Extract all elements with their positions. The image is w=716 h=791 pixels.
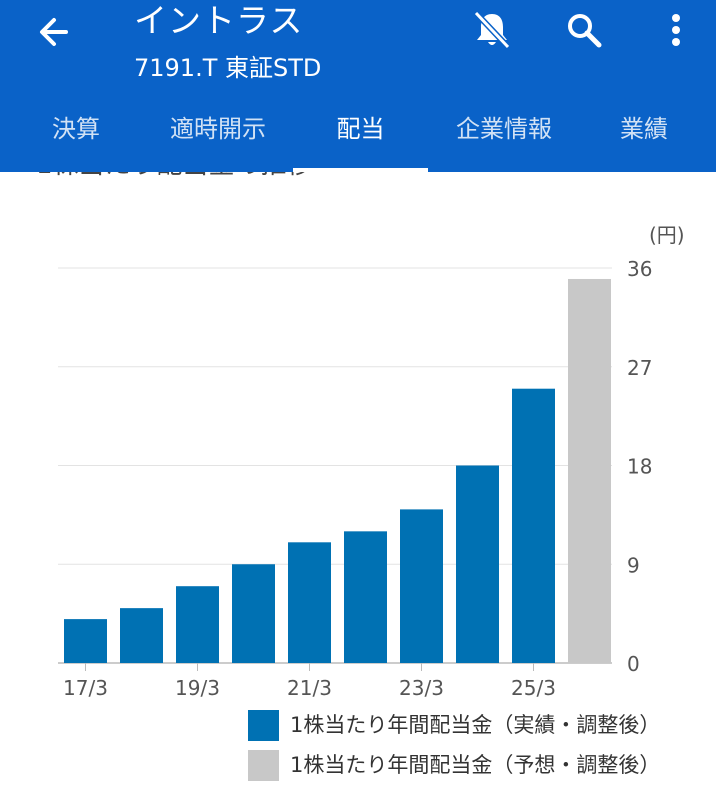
bar-actual bbox=[512, 388, 555, 663]
x-tick-label: 25/3 bbox=[511, 676, 556, 700]
active-tab-indicator bbox=[293, 168, 428, 172]
x-tick-label: 19/3 bbox=[175, 676, 220, 700]
tab-dividend[interactable]: 配当 bbox=[336, 115, 385, 143]
bell-off-icon bbox=[473, 10, 511, 50]
tab-performance[interactable]: 業績 bbox=[620, 115, 668, 143]
bar-actual bbox=[400, 509, 443, 663]
notification-toggle-button[interactable] bbox=[470, 8, 514, 52]
more-options-button[interactable] bbox=[654, 8, 698, 52]
tab-disclosure[interactable]: 適時開示 bbox=[170, 115, 266, 143]
bar-actual bbox=[176, 586, 219, 663]
back-button[interactable] bbox=[34, 12, 74, 52]
company-name: イントラス bbox=[134, 1, 304, 40]
search-icon bbox=[568, 14, 602, 48]
search-button[interactable] bbox=[562, 8, 606, 52]
y-unit-label: (円) bbox=[649, 223, 685, 247]
bar-actual bbox=[288, 542, 331, 663]
more-vert-icon bbox=[672, 14, 680, 46]
y-tick-label: 36 bbox=[627, 257, 652, 281]
legend-label-actual: 1株当たり年間配当金（実績・調整後） bbox=[290, 713, 661, 737]
app-bar: イントラス 7191.T 東証STD 決算 適時開示 配当 企業情報 業績 bbox=[0, 0, 716, 172]
y-tick-label: 18 bbox=[627, 455, 652, 479]
bar-actual bbox=[344, 531, 387, 663]
legend-item-actual: 1株当たり年間配当金（実績・調整後） bbox=[248, 710, 698, 742]
dividend-chart: 0 9 18 27 36 (円) 17/3 19/3 21/3 23/3 25/3 bbox=[58, 223, 685, 700]
bar-actual bbox=[456, 465, 499, 663]
tab-bar: 決算 適時開示 配当 企業情報 業績 bbox=[0, 96, 716, 172]
bar-actual bbox=[64, 619, 107, 663]
y-tick-label: 27 bbox=[627, 356, 652, 380]
y-tick-label: 9 bbox=[627, 553, 640, 577]
legend-swatch-actual bbox=[248, 710, 279, 741]
x-tick-label: 17/3 bbox=[63, 676, 108, 700]
bar-forecast bbox=[568, 278, 611, 663]
bar-actual bbox=[120, 608, 163, 663]
legend-label-forecast: 1株当たり年間配当金（予想・調整後） bbox=[290, 753, 661, 777]
section-heading-clip: 1株当たり配当金の推移 bbox=[0, 172, 716, 182]
legend-swatch-forecast bbox=[248, 750, 279, 781]
arrow-back-icon bbox=[40, 18, 68, 46]
tab-kessan[interactable]: 決算 bbox=[52, 115, 100, 143]
ticker-market: 7191.T 東証STD bbox=[134, 54, 322, 82]
tab-company-info[interactable]: 企業情報 bbox=[456, 115, 552, 143]
y-tick-label: 0 bbox=[627, 652, 640, 676]
x-tick-label: 21/3 bbox=[287, 676, 332, 700]
x-tick-label: 23/3 bbox=[399, 676, 444, 700]
legend-item-forecast: 1株当たり年間配当金（予想・調整後） bbox=[248, 750, 698, 782]
bar-actual bbox=[232, 564, 275, 663]
section-heading: 1株当たり配当金の推移 bbox=[36, 172, 313, 180]
